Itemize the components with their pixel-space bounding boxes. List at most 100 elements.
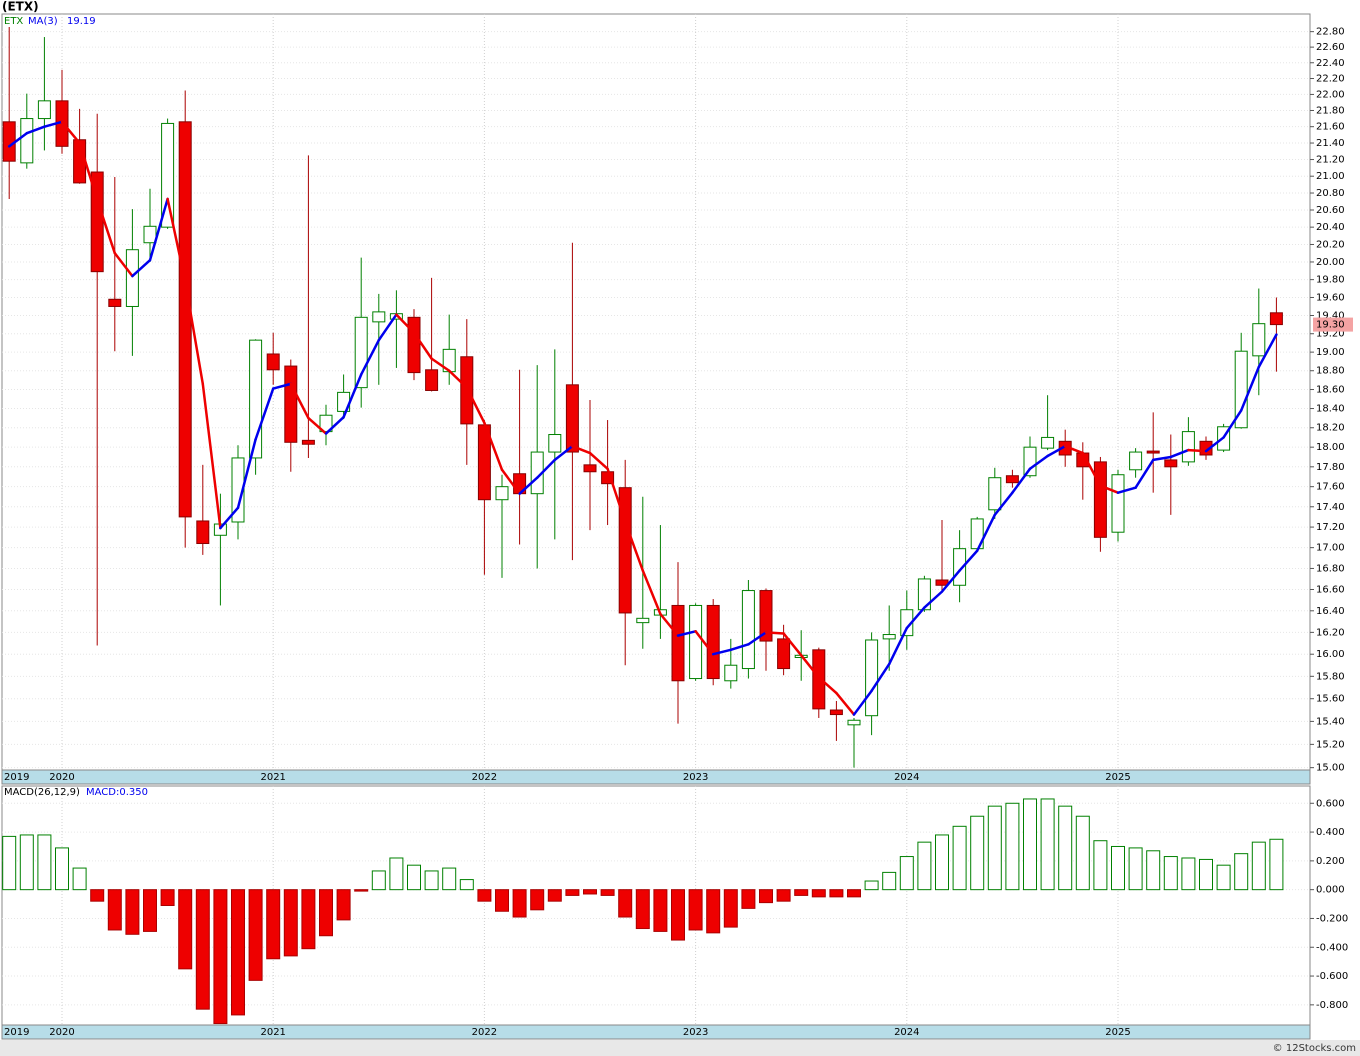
- ma-line: [1204, 436, 1225, 453]
- macd-bar: [1075, 815, 1090, 891]
- ma-line: [588, 451, 609, 471]
- ma-line: [1063, 444, 1085, 455]
- y-tick-label: -0.200: [1316, 913, 1348, 924]
- candle-body: [689, 604, 703, 680]
- candle-body: [812, 649, 826, 710]
- macd-bar: [600, 889, 615, 896]
- macd-bar: [1234, 853, 1249, 891]
- macd-bar: [301, 889, 316, 950]
- candle-body: [1164, 459, 1178, 468]
- x-tick-label: 2020: [49, 1027, 74, 1038]
- macd-bar: [671, 889, 685, 941]
- y-tick-label: 15.00: [1316, 763, 1345, 774]
- ma-line: [236, 438, 257, 510]
- y-tick-label: 15.60: [1316, 694, 1345, 705]
- x-tick-label: 2019: [4, 772, 29, 783]
- macd-bar: [547, 889, 562, 902]
- footer-bar: [0, 1040, 1360, 1056]
- macd-bar: [759, 889, 773, 904]
- last-price-box: [1313, 317, 1353, 332]
- macd-bar: [1146, 850, 1161, 891]
- candle-body: [847, 719, 861, 726]
- ma-line: [1187, 448, 1208, 453]
- macd-bar: [266, 889, 281, 960]
- macd-bar: [1128, 847, 1143, 891]
- legend-value: MACD:0.350: [86, 787, 148, 798]
- last-price-label: 19.30: [1316, 320, 1345, 331]
- macd-bar: [55, 847, 69, 891]
- candle-body: [284, 365, 298, 443]
- ma-line: [254, 387, 275, 441]
- macd-bar: [125, 889, 140, 935]
- y-tick-label: 19.80: [1316, 275, 1345, 286]
- ma-line: [535, 458, 557, 479]
- macd-bar: [1181, 857, 1196, 891]
- y-tick-label: 16.40: [1316, 606, 1345, 617]
- ma-line: [694, 630, 715, 656]
- ma-line: [7, 131, 29, 148]
- ma-line: [711, 648, 733, 656]
- x-tick-label: 2025: [1105, 772, 1130, 783]
- ma-line: [518, 476, 539, 495]
- ma-line: [395, 313, 416, 335]
- candle-body: [917, 578, 931, 611]
- ma-line: [923, 590, 944, 609]
- ma-line: [1239, 365, 1261, 412]
- macd-bar: [635, 889, 650, 930]
- candle-body: [636, 617, 650, 624]
- macd-bar: [1093, 840, 1108, 891]
- macd-bar: [917, 841, 932, 891]
- y-tick-label: 20.00: [1316, 257, 1345, 268]
- y-tick-label: 21.60: [1316, 122, 1345, 133]
- y-tick-label: 16.00: [1316, 649, 1345, 660]
- plot-area: [1, 13, 1311, 771]
- macd-bar: [178, 889, 193, 970]
- candle-body: [1005, 475, 1019, 484]
- ma-line: [782, 632, 803, 657]
- y-tick-label: 20.80: [1316, 188, 1345, 199]
- ma-line: [817, 676, 838, 695]
- macd-bar: [811, 889, 826, 898]
- candle-body: [2, 121, 16, 162]
- x-tick-label: 2023: [683, 1027, 708, 1038]
- macd-bar: [160, 889, 175, 907]
- y-tick-label: 22.80: [1316, 27, 1345, 38]
- candle-body: [196, 520, 210, 545]
- y-tick-label: 18.60: [1316, 385, 1345, 396]
- ma-line: [1116, 486, 1137, 494]
- candle-body: [565, 384, 579, 453]
- macd-bar: [371, 870, 386, 891]
- macd-bar: [565, 889, 580, 896]
- y-tick-label: 20.60: [1316, 205, 1345, 216]
- x-tick-label: 2021: [260, 1027, 285, 1038]
- macd-bar: [213, 889, 228, 1025]
- macd-bar: [776, 889, 791, 902]
- ma-line: [447, 369, 469, 389]
- ma-line: [606, 467, 627, 524]
- y-tick-label: 16.20: [1316, 627, 1345, 638]
- candle-body: [583, 464, 597, 473]
- candle-body: [724, 664, 738, 682]
- y-tick-label: 21.80: [1316, 105, 1345, 116]
- macd-bar: [1023, 798, 1037, 891]
- legend-title: MACD(26,12,9): [4, 787, 80, 798]
- macd-bar: [2, 835, 17, 891]
- candle-body: [319, 414, 333, 433]
- y-tick-label: 15.80: [1316, 671, 1345, 682]
- macd-bar: [794, 889, 809, 896]
- ma-line: [1081, 451, 1102, 487]
- candle-body: [108, 298, 122, 307]
- ma-line: [852, 689, 873, 716]
- macd-bar: [19, 834, 34, 891]
- candle-body: [1111, 474, 1125, 533]
- macd-bar: [495, 889, 509, 912]
- ma-line: [1257, 333, 1278, 369]
- macd-bar: [37, 834, 52, 891]
- y-tick-label: 20.20: [1316, 239, 1345, 250]
- ma-line: [113, 251, 134, 278]
- macd-bar: [354, 889, 369, 892]
- ma-line: [289, 382, 310, 420]
- x-tick-label: 2024: [894, 1027, 919, 1038]
- candle-body: [231, 457, 245, 523]
- ma-line: [975, 513, 997, 552]
